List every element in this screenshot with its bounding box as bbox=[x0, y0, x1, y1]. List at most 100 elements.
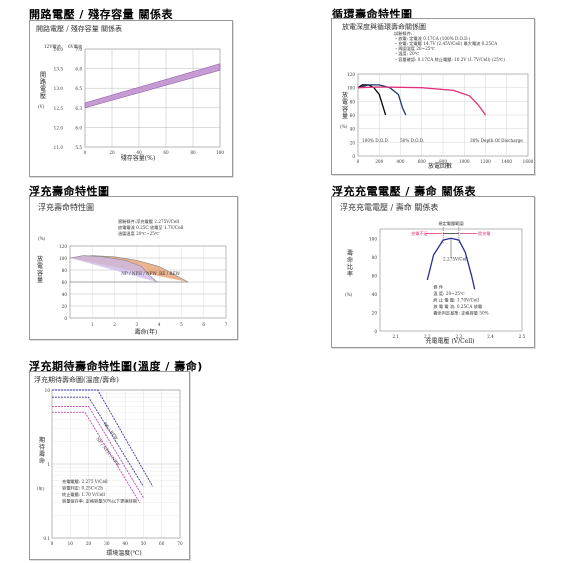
chart-panel-ocv: 開路電壓 / 殘存容量 關係表 12V電池 6V電池 11.0 12.0 12.5 1… bbox=[29, 20, 233, 177]
chart-panel-cycle-life: 放電深度與循環壽命關係圖 試驗條件: ・放電: 定電流 0.17CA (100% … bbox=[331, 18, 535, 175]
y-tick: 20 bbox=[350, 140, 356, 145]
y-axis-unit: (%) bbox=[340, 124, 348, 129]
x-tick: 60 bbox=[159, 541, 165, 546]
y-tick: 1 bbox=[47, 462, 50, 467]
x-axis-label: 壽命(年) bbox=[135, 328, 158, 336]
x-tick: 40 bbox=[136, 150, 142, 155]
ocv-band bbox=[84, 63, 221, 109]
condition-extra: ・容量確認: 0.17CA 終止電壓: 10.2V (1.7V/Cell) (2… bbox=[394, 56, 505, 63]
x-tick: 50 bbox=[141, 541, 147, 546]
series-label: RE / REW bbox=[159, 271, 180, 276]
x-tick: 1 bbox=[91, 322, 94, 327]
life-curve bbox=[426, 237, 476, 290]
y-axis-unit: (%) bbox=[345, 292, 353, 297]
condition-line: ・溫度: 20℃ bbox=[394, 50, 420, 57]
series-label: 50% D.O.D. bbox=[400, 138, 424, 143]
y-tick-12v: 14.0 bbox=[54, 47, 64, 52]
y-tick: 80 bbox=[62, 268, 68, 273]
y-axis-unit: (年) bbox=[37, 485, 45, 492]
condition-line: 條 件 bbox=[433, 283, 443, 290]
x-tick: 0 bbox=[51, 541, 54, 546]
header-6v: 6V電池 bbox=[68, 43, 83, 50]
y-tick: 60 bbox=[350, 113, 356, 118]
series-label: NP / NPH / NPW bbox=[95, 436, 121, 468]
chart-title: 開路電壓 / 殘存容量 關係表 bbox=[36, 25, 123, 33]
condition-line: 實驗條件:浮充電壓 2.275V/Cell bbox=[118, 218, 180, 225]
y-axis-unit: (V) bbox=[38, 104, 45, 109]
x-tick: 1600 bbox=[523, 159, 534, 164]
x-tick: 40 bbox=[122, 541, 128, 546]
y-tick: 40 bbox=[350, 127, 356, 132]
chart-ocv: 12V電池 6V電池 11.0 12.0 12.5 13.0 13.5 14.0 5.5 6.… bbox=[38, 43, 224, 162]
note-line: 容量判定: 0.25C×2h bbox=[62, 485, 103, 492]
series-line-2 bbox=[357, 86, 487, 116]
y-tick: 80 bbox=[372, 255, 378, 260]
section-title-temperature-life: 浮充期待壽命特性圖(溫度 / 壽命) bbox=[29, 360, 203, 373]
range-label: 規定電壓範圍 bbox=[438, 220, 463, 227]
series-label: NP / NPH / NPW bbox=[121, 271, 157, 276]
x-tick: 800 bbox=[439, 159, 447, 164]
y-tick-12v: 12.5 bbox=[54, 106, 64, 111]
y-axis-label: 開路電壓 bbox=[40, 72, 46, 100]
x-tick: 6 bbox=[202, 322, 205, 327]
x-axis-label: 充電電壓 (V/Cell) bbox=[426, 337, 475, 345]
note-line: 容量保存率: 定格容量50%以下更換時期 bbox=[62, 498, 137, 505]
y-axis-label: 放電容量 bbox=[37, 255, 43, 284]
x-axis-label: 放電回數 bbox=[428, 162, 452, 170]
y-tick: 0 bbox=[352, 154, 355, 159]
series-line-0 bbox=[69, 255, 158, 283]
note-line: 充電電壓: 2.275 V/Cell bbox=[62, 478, 108, 485]
chart-title: 浮充充電電壓 / 壽命 關係表 bbox=[340, 203, 439, 212]
y-axis-label: 放電容量 bbox=[342, 91, 348, 120]
section-title-float-voltage: 浮充充電電壓 / 壽命 關係表 bbox=[332, 185, 477, 198]
y-tick-6v: 6.3 bbox=[75, 106, 82, 111]
condition-line: 放電電流 0.25C 放電至 1.7V/Cell bbox=[118, 224, 184, 231]
y-tick: 80 bbox=[350, 99, 356, 104]
series-line-0 bbox=[52, 389, 153, 487]
x-tick: 2.4 bbox=[487, 334, 494, 339]
y-tick-12v: 12.0 bbox=[54, 125, 64, 130]
condition-line: 壽命判定基準: 定格容量 50% bbox=[433, 309, 488, 316]
condition-line: ・充電: 定電壓 14.7V (2.45V/Cell) 最大電流 0.25CA bbox=[394, 40, 498, 47]
x-tick: 70 bbox=[177, 541, 183, 546]
series-label: 30% Depth Of Discharge bbox=[470, 138, 523, 143]
section-title-ocv: 開路電壓 / 殘存容量 關係表 bbox=[29, 8, 174, 21]
x-tick: 20 bbox=[109, 150, 115, 155]
y-axis-unit: (%) bbox=[38, 236, 46, 241]
high-label: 過充電 bbox=[478, 230, 491, 237]
y-tick-6v: 6.5 bbox=[75, 86, 82, 91]
x-tick: 2.5 bbox=[519, 334, 526, 339]
y-tick: 40 bbox=[62, 292, 68, 297]
x-tick: 30 bbox=[104, 541, 110, 546]
note-line: 終止電壓: 1.70 V/Cell bbox=[62, 491, 106, 498]
x-axis-label: 殘存容量(%) bbox=[121, 154, 155, 162]
x-tick: 3 bbox=[136, 322, 139, 327]
y-tick: 60 bbox=[372, 273, 378, 278]
section-title-float-life: 浮充壽命特性圖 bbox=[29, 185, 110, 198]
series-line-0 bbox=[357, 84, 387, 116]
x-tick: 0 bbox=[84, 150, 87, 155]
chart-panel-temperature-life: 浮充期待壽命圖(溫度/壽命) RE / REW NP / NPH / NPW 充電… bbox=[29, 371, 190, 560]
section-title-cycle-life: 循環壽命特性圖 bbox=[332, 8, 413, 21]
x-tick: 10 bbox=[68, 541, 74, 546]
y-tick: 40 bbox=[372, 292, 378, 297]
x-tick: 1200 bbox=[480, 159, 491, 164]
y-axis-label: 期待壽命 bbox=[39, 436, 45, 465]
y-tick: 10 bbox=[45, 388, 51, 393]
chart-panel-float-voltage: 浮充充電電壓 / 壽命 關係表 規定電壓範圍充電不足 過充電 2.275V/Cell… bbox=[331, 196, 535, 348]
low-label: 充電不足 bbox=[411, 230, 429, 237]
condition-line: 溫 度: 20~25℃ bbox=[433, 290, 465, 297]
chart-panel-float-life: 浮充壽命特性圖 實驗條件:浮充電壓 2.275V/Cell 放電電流 0.25C … bbox=[29, 196, 238, 340]
x-tick: 400 bbox=[397, 159, 405, 164]
chart-cycle-life: 試驗條件:・放電: 定電流 0.17CA (100% D.O.D.)・充電: 定… bbox=[340, 30, 534, 170]
plot-frame bbox=[379, 228, 523, 332]
y-axis-label: 壽命比率 bbox=[347, 249, 353, 278]
series-line-1 bbox=[69, 255, 189, 283]
y-tick-6v: 7.0 bbox=[75, 47, 82, 52]
y-tick: 100 bbox=[347, 86, 355, 91]
point-label: 2.275V/Cell bbox=[443, 257, 468, 262]
x-axis-label: 環境溫度(℃) bbox=[106, 549, 141, 557]
series-line-2 bbox=[52, 405, 144, 498]
